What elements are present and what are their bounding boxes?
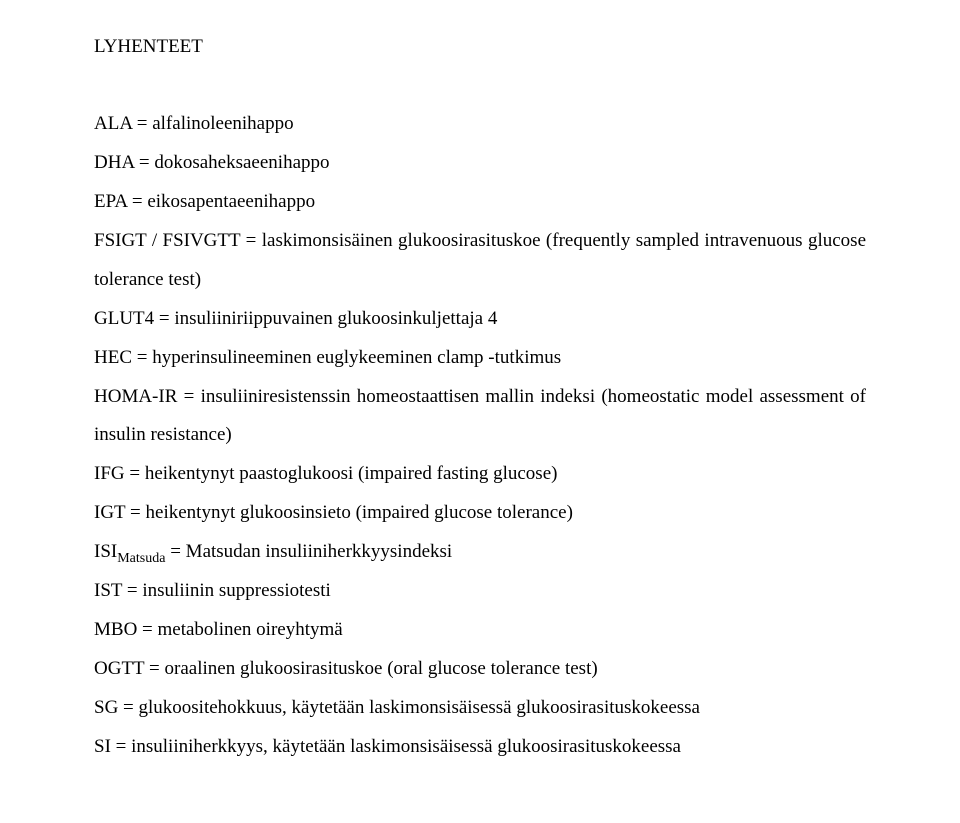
abbrev-entry: HEC = hyperinsulineeminen euglykeeminen … xyxy=(94,339,866,378)
abbrev-entry: HOMA-IR = insuliiniresistenssin homeosta… xyxy=(94,378,866,456)
abbrev-entry: SI = insuliiniherkkyys, käytetään laskim… xyxy=(94,728,866,767)
abbrev-entry: ISIMatsuda = Matsudan insuliiniherkkyysi… xyxy=(94,533,866,572)
entry-subscript: Matsuda xyxy=(117,551,165,566)
abbrev-entry: OGTT = oraalinen glukoosirasituskoe (ora… xyxy=(94,650,866,689)
abbrev-entry: GLUT4 = insuliiniriippuvainen glukoosink… xyxy=(94,300,866,339)
abbrev-entry: IGT = heikentynyt glukoosinsieto (impair… xyxy=(94,494,866,533)
page-heading: LYHENTEET xyxy=(94,28,866,67)
abbrev-entry: DHA = dokosaheksaeenihappo xyxy=(94,144,866,183)
abbrev-entry: IFG = heikentynyt paastoglukoosi (impair… xyxy=(94,455,866,494)
entry-prefix: ISI xyxy=(94,541,117,562)
abbrev-entry: FSIGT / FSIVGTT = laskimonsisäinen gluko… xyxy=(94,222,866,300)
document-page: LYHENTEET ALA = alfalinoleenihappo DHA =… xyxy=(0,0,960,823)
entry-suffix: = Matsudan insuliiniherkkyysindeksi xyxy=(165,541,452,562)
abbrev-entry: MBO = metabolinen oireyhtymä xyxy=(94,611,866,650)
abbrev-entry: EPA = eikosapentaeenihappo xyxy=(94,183,866,222)
abbrev-entry: IST = insuliinin suppressiotesti xyxy=(94,572,866,611)
abbrev-entry: ALA = alfalinoleenihappo xyxy=(94,105,866,144)
abbrev-entry: SG = glukoositehokkuus, käytetään laskim… xyxy=(94,689,866,728)
